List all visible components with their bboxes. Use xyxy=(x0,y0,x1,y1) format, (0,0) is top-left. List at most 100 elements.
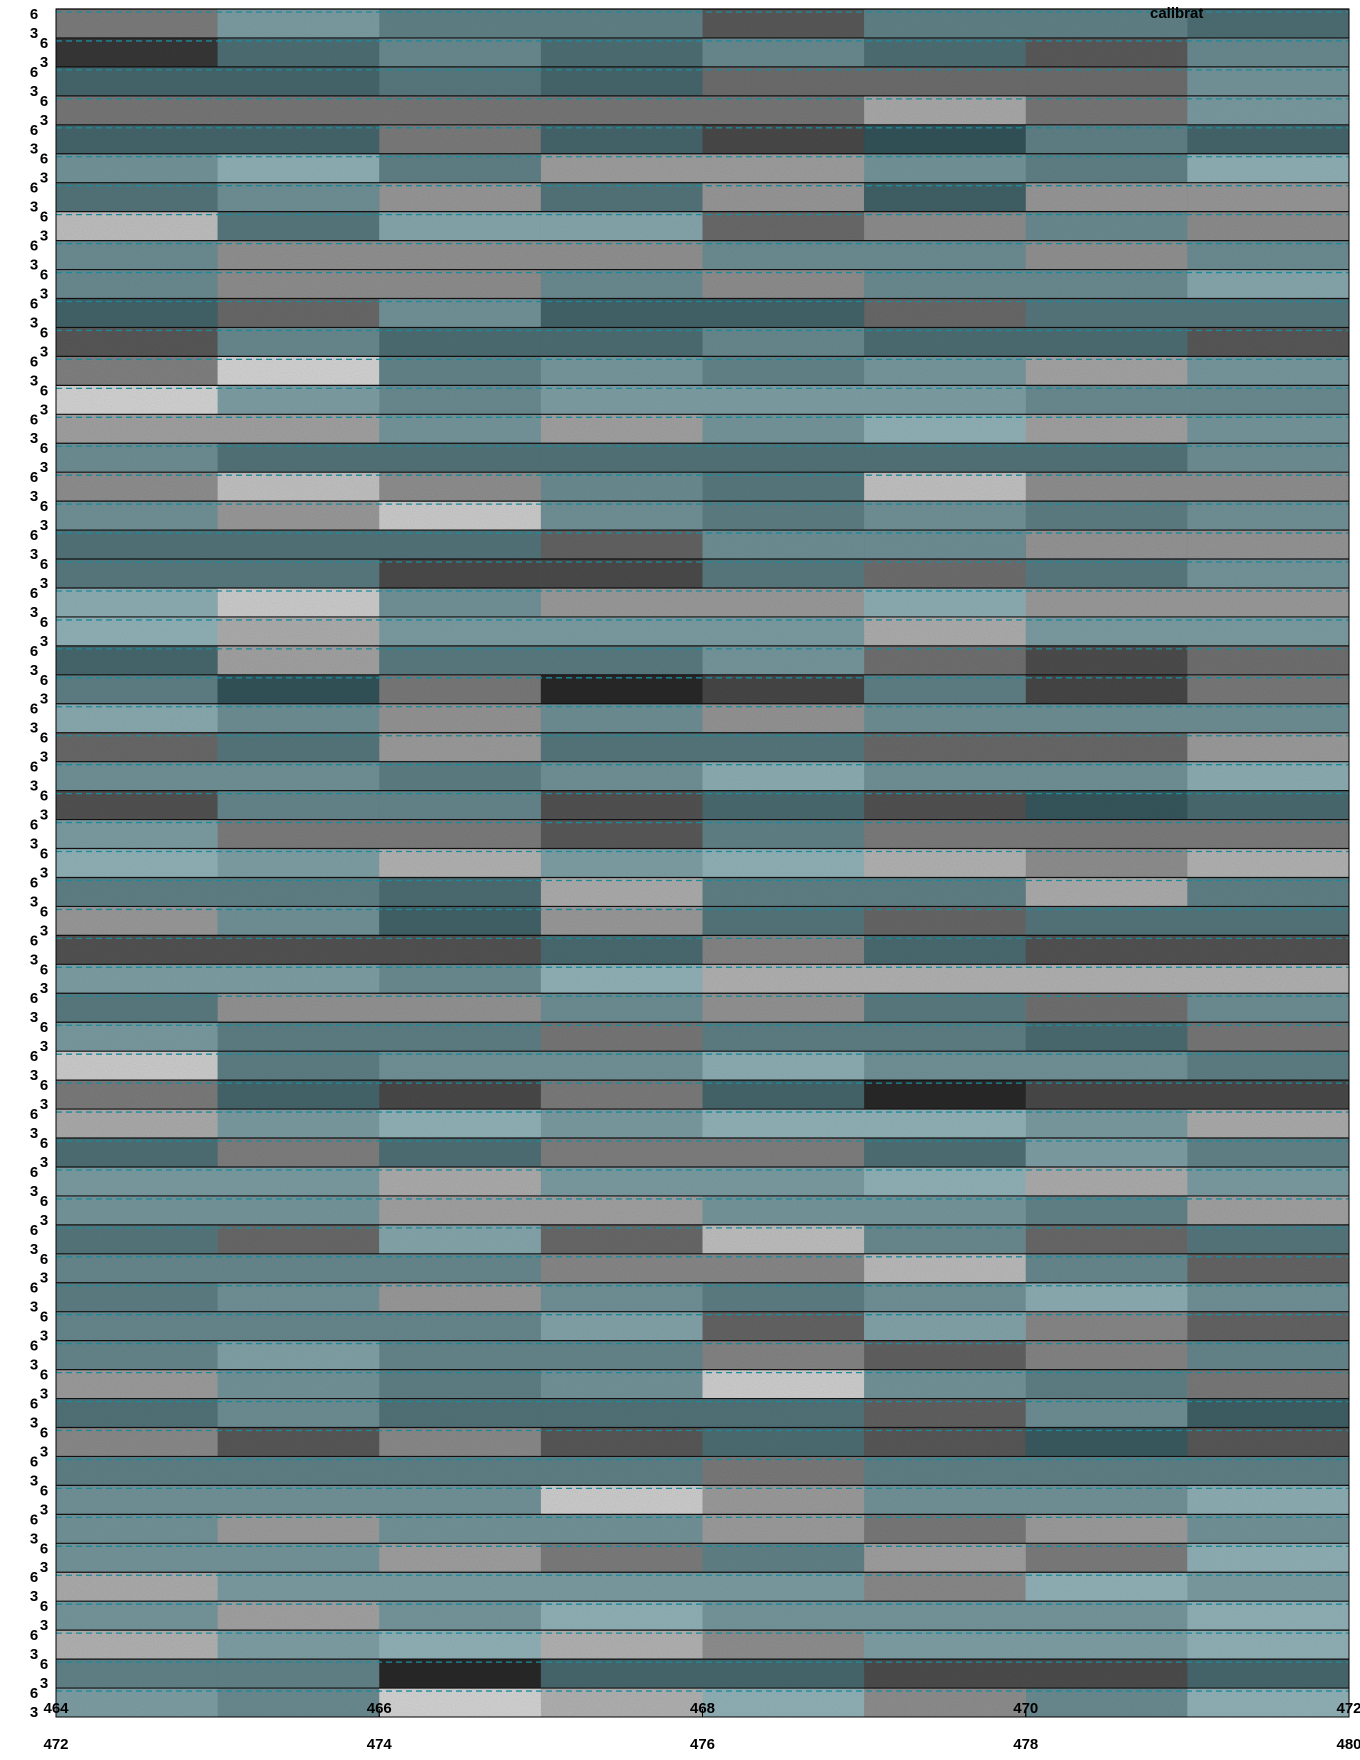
tint xyxy=(1025,1022,1188,1052)
strip-panel xyxy=(864,587,1026,617)
tint xyxy=(702,616,865,646)
y-tick-label: 6 xyxy=(30,759,38,776)
strip-panel xyxy=(864,1253,1026,1283)
tint xyxy=(56,848,218,878)
tint xyxy=(702,848,865,878)
y-tick-label: 6 xyxy=(40,903,48,920)
strip-panel xyxy=(1025,1138,1188,1167)
tint xyxy=(56,1253,218,1283)
y-tick-label: 3 xyxy=(40,1617,48,1634)
strip-panel xyxy=(379,385,541,415)
tint xyxy=(217,9,380,38)
tint xyxy=(702,443,865,473)
y-tick-label: 6 xyxy=(40,730,48,747)
y-tick-label: 3 xyxy=(30,141,38,158)
strip-panel xyxy=(56,587,218,617)
y-tick-label: 3 xyxy=(30,430,38,447)
strip-panel xyxy=(56,1080,218,1110)
tint xyxy=(702,559,865,588)
y-tick-label: 3 xyxy=(40,1096,48,1113)
y-tick-label: 6 xyxy=(30,990,38,1007)
y-tick-label: 6 xyxy=(30,1569,38,1586)
tint xyxy=(217,327,380,357)
tint xyxy=(379,1022,541,1052)
strip-panel xyxy=(702,1688,865,1717)
strip-panel xyxy=(56,211,218,241)
tint xyxy=(864,9,1026,38)
tint xyxy=(702,1166,865,1196)
tint xyxy=(1187,1485,1349,1515)
tint xyxy=(56,703,218,733)
tint xyxy=(379,1311,541,1341)
tint xyxy=(864,761,1026,791)
tint xyxy=(864,1051,1026,1081)
x2-tick-label: 472 xyxy=(1336,1700,1360,1717)
tint xyxy=(1187,993,1349,1023)
tint xyxy=(56,1311,218,1341)
strip-panel xyxy=(1187,1398,1349,1428)
tint xyxy=(379,1456,541,1486)
tint xyxy=(217,1311,380,1341)
strip-panel xyxy=(217,153,380,183)
y-tick-label: 6 xyxy=(40,1135,48,1152)
tint xyxy=(56,269,218,299)
y-tick-label: 3 xyxy=(30,1067,38,1084)
tint xyxy=(56,443,218,473)
tint xyxy=(56,674,218,704)
strip-panel xyxy=(864,1311,1026,1341)
tint xyxy=(56,1398,218,1428)
strip-panel xyxy=(217,1398,380,1428)
tint xyxy=(1025,761,1188,791)
tint xyxy=(56,1514,218,1544)
strip xyxy=(56,1253,1349,1283)
tint xyxy=(217,1195,380,1225)
tint xyxy=(217,1485,380,1515)
tint xyxy=(864,182,1026,212)
strip-panel xyxy=(56,1427,218,1457)
strip xyxy=(56,703,1349,733)
y-tick-label: 6 xyxy=(40,209,48,226)
tint xyxy=(702,1543,865,1573)
tint xyxy=(1187,761,1349,791)
tint xyxy=(379,1051,541,1081)
tint xyxy=(217,1282,380,1312)
tint xyxy=(217,1340,380,1370)
strip-panel xyxy=(1025,993,1188,1023)
tint xyxy=(1025,1572,1188,1602)
tint xyxy=(702,819,865,849)
strip-panel xyxy=(864,1340,1026,1370)
y-tick-label: 3 xyxy=(40,864,48,881)
strip-panel xyxy=(702,501,865,531)
tint xyxy=(1187,1340,1349,1370)
y-tick-label: 6 xyxy=(30,1164,38,1181)
tint xyxy=(56,530,218,560)
y-tick-label: 3 xyxy=(40,228,48,245)
y-tick-label: 3 xyxy=(30,1009,38,1026)
y-tick-label: 6 xyxy=(40,1193,48,1210)
tint xyxy=(540,327,703,357)
tint xyxy=(56,1659,218,1689)
y-tick-label: 6 xyxy=(30,122,38,139)
tint xyxy=(56,1688,218,1717)
y-tick-label: 3 xyxy=(40,1443,48,1460)
strip xyxy=(56,240,1349,270)
strip-panel xyxy=(217,1688,380,1717)
y-tick-label: 3 xyxy=(30,1588,38,1605)
strip-panel xyxy=(379,298,541,328)
tint xyxy=(864,993,1026,1023)
tint xyxy=(864,1166,1026,1196)
tint xyxy=(56,1195,218,1225)
tint xyxy=(1187,877,1349,907)
tint xyxy=(1187,9,1349,38)
tint xyxy=(702,1601,865,1631)
y-tick-label: 6 xyxy=(40,1540,48,1557)
strip-panel xyxy=(56,298,218,328)
x-tick-label: 472 xyxy=(43,1736,68,1753)
y-tick-label: 6 xyxy=(40,1251,48,1268)
tint xyxy=(217,1630,380,1660)
tint xyxy=(540,269,703,299)
tint xyxy=(540,732,703,762)
tint xyxy=(1187,1572,1349,1602)
tint xyxy=(702,645,865,675)
y-tick-label: 3 xyxy=(40,170,48,187)
